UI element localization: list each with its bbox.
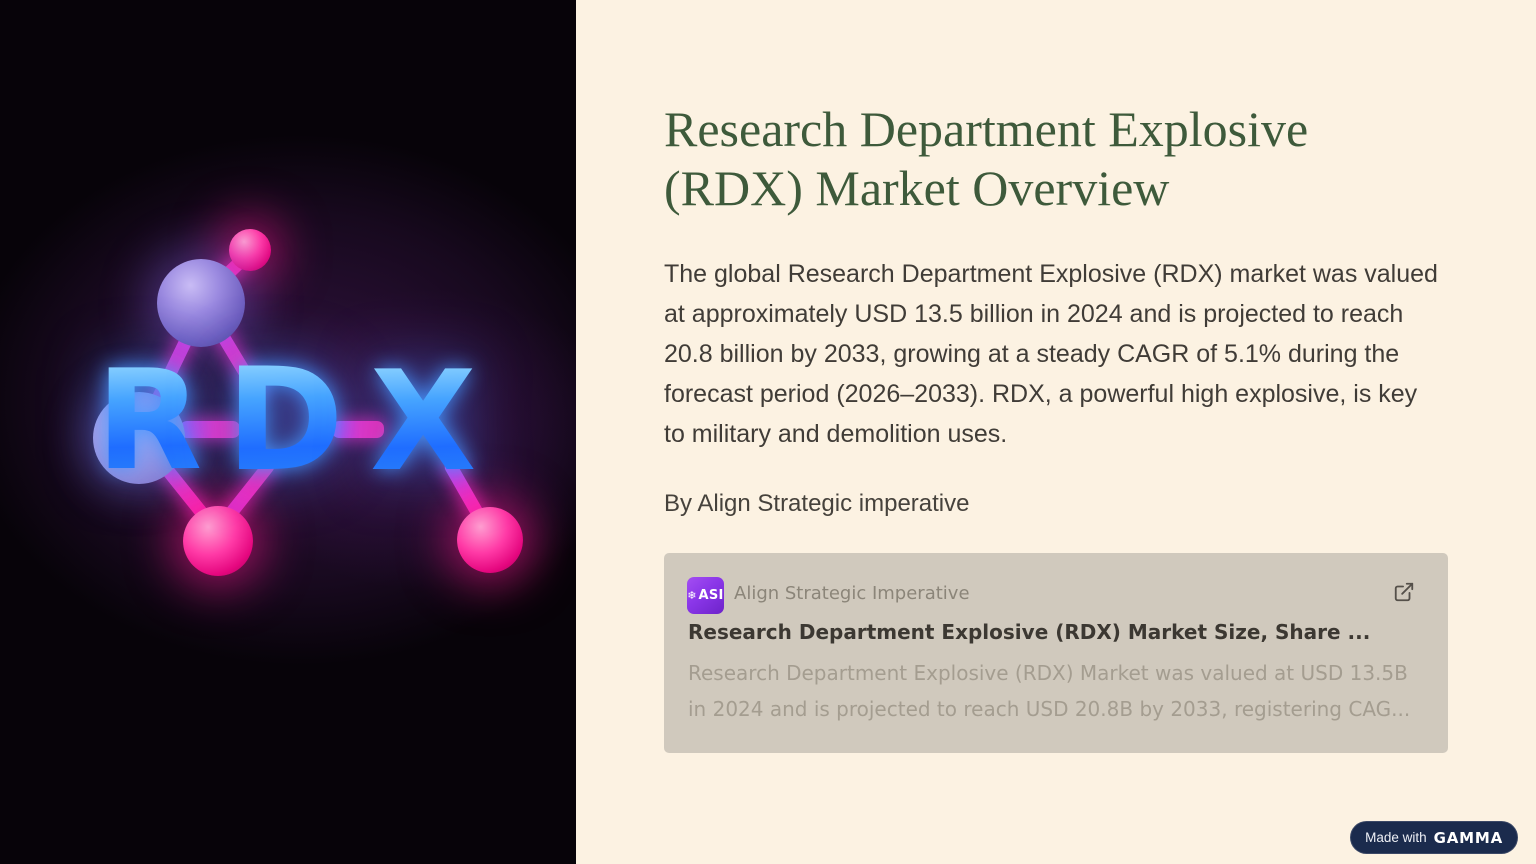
atom-sphere-purple-top <box>157 259 245 347</box>
badge-prefix: Made with <box>1365 830 1427 845</box>
source-name: Align Strategic Imperative <box>734 583 970 604</box>
neon-letter-r: R <box>96 340 203 501</box>
favicon-text: ASI <box>698 588 724 603</box>
card-title: Research Department Explosive (RDX) Mark… <box>688 620 1371 644</box>
atom-sphere-pink-top <box>229 229 271 271</box>
content-panel: Research Department Explosive (RDX) Marke… <box>576 0 1536 864</box>
page-title-line-1: Research Department Explosive <box>664 101 1309 157</box>
molecule-bond <box>332 421 384 438</box>
page-title-line-2: (RDX) Market Overview <box>664 160 1170 216</box>
neon-letter-x: X <box>370 341 477 502</box>
byline: By Align Strategic imperative <box>664 490 970 517</box>
atom-sphere-pink-right <box>457 507 523 573</box>
body-paragraph: The global Research Department Explosive… <box>664 260 1438 448</box>
external-link-icon[interactable] <box>1393 581 1415 603</box>
molecule-image: R D X <box>0 0 576 864</box>
card-description: Research Department Explosive (RDX) Mark… <box>688 661 1411 721</box>
neon-letter-d: D <box>226 338 344 503</box>
gamma-logo: GAMMA <box>1433 828 1503 847</box>
asi-favicon: ❄ ASI <box>687 577 724 614</box>
page-title: Research Department Explosive (RDX) Marke… <box>664 100 1394 218</box>
snowflake-icon: ❄ <box>687 589 697 602</box>
atom-sphere-pink-bottom <box>183 506 253 576</box>
molecule-bond <box>180 421 240 438</box>
link-card[interactable]: ❄ ASI Align Strategic Imperative Researc… <box>664 553 1448 753</box>
atom-sphere-purple-left <box>93 392 185 484</box>
made-with-gamma-badge[interactable]: Made with GAMMA <box>1350 821 1518 854</box>
